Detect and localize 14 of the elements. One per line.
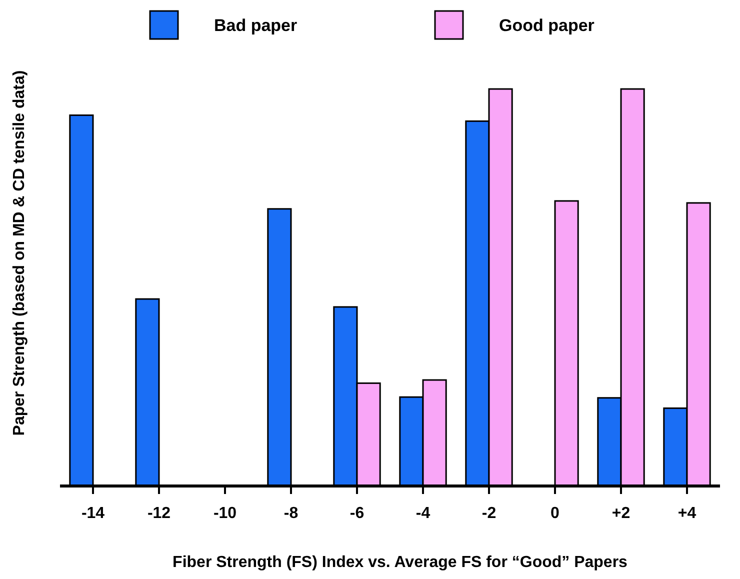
x-tick-label: -4 [416, 505, 430, 522]
x-tick-label: -6 [350, 505, 364, 522]
x-tick-label: -8 [284, 505, 298, 522]
x-axis-title: Fiber Strength (FS) Index vs. Average FS for “Good” Papers [172, 554, 628, 571]
x-tick-label: 0 [550, 505, 560, 522]
legend-label: Bad paper [214, 16, 298, 35]
x-tick-label: +4 [678, 505, 696, 522]
x-tick-label: +2 [612, 505, 630, 522]
y-axis-title: Paper Strength (based on MD & CD tensile data) [11, 70, 28, 436]
x-tick-label: -14 [81, 505, 105, 522]
legend-label: Good paper [499, 16, 595, 35]
x-tick-label: -10 [213, 505, 237, 522]
x-tick-label: -2 [482, 505, 496, 522]
x-tick-label: -12 [147, 505, 171, 522]
